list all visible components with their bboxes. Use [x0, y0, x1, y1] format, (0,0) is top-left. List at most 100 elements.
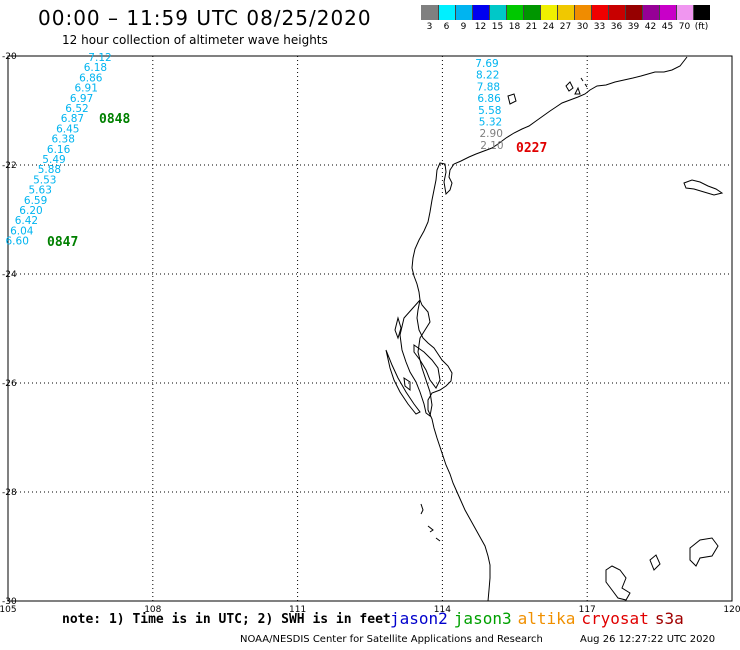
y-tick-label: -26 — [2, 379, 17, 389]
color-scale-legend — [421, 5, 710, 20]
swh-value: 6.87 — [61, 113, 84, 125]
legend-swatch — [540, 5, 557, 20]
legend-label: 6 — [443, 22, 450, 32]
peron-peninsula — [413, 344, 441, 389]
legend-swatch — [642, 5, 659, 20]
legend-label: 42 — [644, 22, 657, 32]
southern-islands — [605, 537, 719, 601]
legend-swatch — [489, 5, 506, 20]
legend-label: (ft) — [694, 22, 709, 32]
legend-label: 24 — [542, 22, 555, 32]
legend-swatch — [472, 5, 489, 20]
swh-value: 6.45 — [56, 123, 79, 135]
legend-swatch — [455, 5, 472, 20]
coastline — [385, 56, 724, 602]
credit-line: NOAA/NESDIS Center for Satellite Applica… — [240, 634, 543, 645]
x-tick-label: 114 — [434, 605, 451, 615]
satellite-legend-item: s3a — [654, 609, 684, 628]
swh-value: 5.49 — [42, 154, 65, 166]
swh-value: 8.22 — [476, 70, 499, 82]
pass-time-label: 0847 — [47, 235, 78, 250]
swh-value: 6.38 — [52, 134, 75, 146]
swh-value: 7.88 — [477, 81, 500, 93]
satellite-legend-item: jason2 — [390, 609, 448, 628]
swh-value: 5.32 — [479, 117, 502, 129]
legend-swatch — [676, 5, 693, 20]
swh-value: 6.60 — [6, 236, 29, 248]
y-tick-label: -28 — [2, 488, 17, 498]
legend-swatch — [438, 5, 455, 20]
swh-value: 7.12 — [88, 52, 111, 64]
legend-swatch — [506, 5, 523, 20]
swh-value: 6.86 — [79, 72, 103, 84]
legend-label: 12 — [474, 22, 487, 32]
color-scale-labels: 3 6 9 12 15 18 21 24 27 30 33 36 39 42 45 70 (ft) — [421, 22, 710, 32]
x-tick-label: 120 — [723, 605, 740, 615]
barrow-island — [507, 93, 517, 105]
legend-swatch — [421, 5, 438, 20]
map-grid — [8, 56, 732, 601]
legend-label: 18 — [508, 22, 521, 32]
x-tick-label: 117 — [579, 605, 596, 615]
y-tick-label: -24 — [2, 270, 17, 280]
legend-label: 3 — [426, 22, 433, 32]
swh-value: 6.04 — [10, 225, 34, 237]
legend-label: 45 — [661, 22, 674, 32]
swh-value: 5.58 — [478, 105, 501, 117]
x-tick-label: 105 — [0, 605, 17, 615]
y-tick-label: -20 — [2, 52, 17, 62]
satellite-legend-item: altika — [517, 609, 576, 628]
satellite-legend-item: cryosat — [581, 609, 649, 628]
footer-note: note: 1) Time is in UTC; 2) SWH is in fe… — [62, 612, 391, 627]
legend-label: 70 — [678, 22, 691, 32]
swh-value: 2.10 — [480, 140, 503, 152]
x-tick-label: 108 — [144, 605, 161, 615]
altimeter-tracks: 7.126.186.866.916.976.526.876.456.386.16… — [6, 52, 548, 250]
legend-label: 21 — [525, 22, 538, 32]
legend-swatch — [659, 5, 676, 20]
legend-swatch — [574, 5, 591, 20]
bernier-island — [403, 376, 411, 392]
swh-value: 6.52 — [65, 103, 88, 115]
swh-value: 6.16 — [47, 144, 71, 156]
swh-value: 6.20 — [19, 205, 42, 217]
legend-label: 9 — [460, 22, 467, 32]
abrolhos-islands — [420, 503, 441, 542]
swh-value: 5.63 — [29, 185, 52, 197]
swh-value: 6.91 — [75, 83, 98, 95]
y-tick-label: -30 — [2, 597, 17, 607]
legend-label: 15 — [491, 22, 504, 32]
axis-ticks: 105 108 111 114 117 120 -20 -22 -24 -26 -28 -30 — [0, 52, 740, 615]
dirk-hartog-island — [385, 349, 421, 415]
swh-value: 2.90 — [480, 128, 503, 140]
legend-swatch — [557, 5, 574, 20]
satellite-legend-item: jason3 — [453, 609, 512, 628]
shark-bay-island — [394, 316, 402, 340]
y-tick-label: -22 — [2, 161, 17, 171]
pass-time-label: 0227 — [516, 141, 547, 156]
swh-value: 7.69 — [475, 58, 498, 70]
map-title: 00:00 – 11:59 UTC 08/25/2020 — [38, 6, 372, 30]
x-tick-label: 111 — [289, 605, 306, 615]
map-frame — [7, 55, 733, 602]
swh-value: 6.18 — [84, 62, 107, 74]
pass-time-label: 0848 — [99, 112, 130, 127]
legend-label: 36 — [610, 22, 623, 32]
legend-label: 39 — [627, 22, 640, 32]
bali-lombok-islands — [683, 179, 724, 196]
legend-swatch — [591, 5, 608, 20]
mainland-coastline — [411, 56, 688, 602]
legend-label: 33 — [593, 22, 606, 32]
swh-value: 6.42 — [15, 215, 38, 227]
legend-swatch — [625, 5, 642, 20]
dampier-islands — [565, 77, 588, 95]
generated-timestamp: Aug 26 12:27:22 UTC 2020 — [580, 634, 716, 645]
legend-swatch — [693, 5, 710, 20]
legend-label: 30 — [576, 22, 589, 32]
legend-swatch — [608, 5, 625, 20]
swh-value: 6.59 — [24, 195, 47, 207]
swh-value: 6.86 — [477, 93, 501, 105]
swh-value: 5.53 — [33, 174, 56, 186]
legend-swatch — [523, 5, 540, 20]
